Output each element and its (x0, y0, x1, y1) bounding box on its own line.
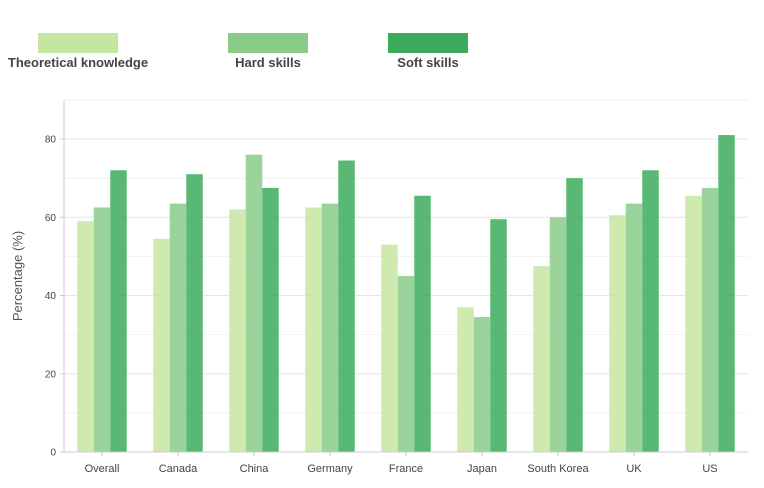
bar-hard-skills-overall (93, 207, 111, 452)
x-tick-label: South Korea (527, 463, 589, 475)
bar-soft-skills-japan (490, 219, 507, 452)
x-tick-label: France (389, 463, 423, 475)
bar-soft-skills-germany (338, 160, 355, 453)
bar-theoretical-knowledge-france (381, 244, 398, 452)
bar-hard-skills-south-korea (549, 217, 567, 452)
bar-theoretical-knowledge-south-korea (533, 266, 550, 452)
bar-theoretical-knowledge-canada (153, 238, 170, 452)
legend-label-soft-skills: Soft skills (397, 55, 458, 70)
bar-theoretical-knowledge-germany (305, 207, 322, 452)
legend-label-theoretical-knowledge: Theoretical knowledge (8, 55, 148, 70)
y-tick-label: 0 (50, 448, 56, 459)
y-tick-label: 80 (45, 135, 57, 146)
x-tick-labels: Overall Canada China Germany France Japan Sout… (85, 463, 718, 475)
bar-hard-skills-canada (169, 203, 187, 452)
bar-hard-skills-uk (625, 203, 643, 452)
legend-label-hard-skills: Hard skills (235, 55, 301, 70)
legend: Theoretical knowledge Hard skills Soft s… (8, 33, 468, 70)
x-tick-label: UK (626, 463, 642, 475)
y-tick-labels: 0 20 40 60 80 (45, 135, 57, 459)
bar-theoretical-knowledge-uk (609, 215, 626, 452)
x-tick-label: Overall (85, 463, 120, 475)
bar-hard-skills-japan (473, 317, 491, 452)
bar-hard-skills-france (397, 275, 415, 452)
bar-soft-skills-us (718, 135, 735, 452)
legend-swatch-soft-skills (388, 33, 468, 53)
bar-soft-skills-china (262, 187, 279, 452)
bar-hard-skills-china (245, 154, 263, 452)
y-tick-label: 20 (45, 369, 57, 380)
bar-soft-skills-uk (642, 170, 659, 453)
legend-swatch-theoretical-knowledge (38, 33, 118, 53)
bar-soft-skills-overall (110, 170, 127, 453)
bar-soft-skills-canada (186, 174, 203, 452)
bar-theoretical-knowledge-china (229, 209, 246, 452)
axes (60, 99, 748, 456)
x-tick-label: China (240, 463, 270, 475)
x-tick-label: Canada (159, 463, 198, 475)
bar-theoretical-knowledge-japan (457, 307, 474, 452)
bars (77, 135, 735, 453)
bar-soft-skills-france (414, 195, 431, 452)
y-tick-label: 60 (45, 213, 57, 224)
y-tick-label: 40 (45, 291, 57, 302)
legend-swatch-hard-skills (228, 33, 308, 53)
bar-theoretical-knowledge-us (685, 195, 702, 452)
x-tick-label: Japan (467, 463, 497, 475)
x-tick-label: US (702, 463, 717, 475)
bar-soft-skills-south-korea (566, 178, 583, 452)
bar-hard-skills-us (701, 187, 719, 452)
x-tick-label: Germany (307, 463, 353, 475)
bar-hard-skills-germany (321, 203, 339, 452)
bar-theoretical-knowledge-overall (77, 221, 94, 452)
y-axis-title: Percentage (%) (10, 231, 25, 321)
